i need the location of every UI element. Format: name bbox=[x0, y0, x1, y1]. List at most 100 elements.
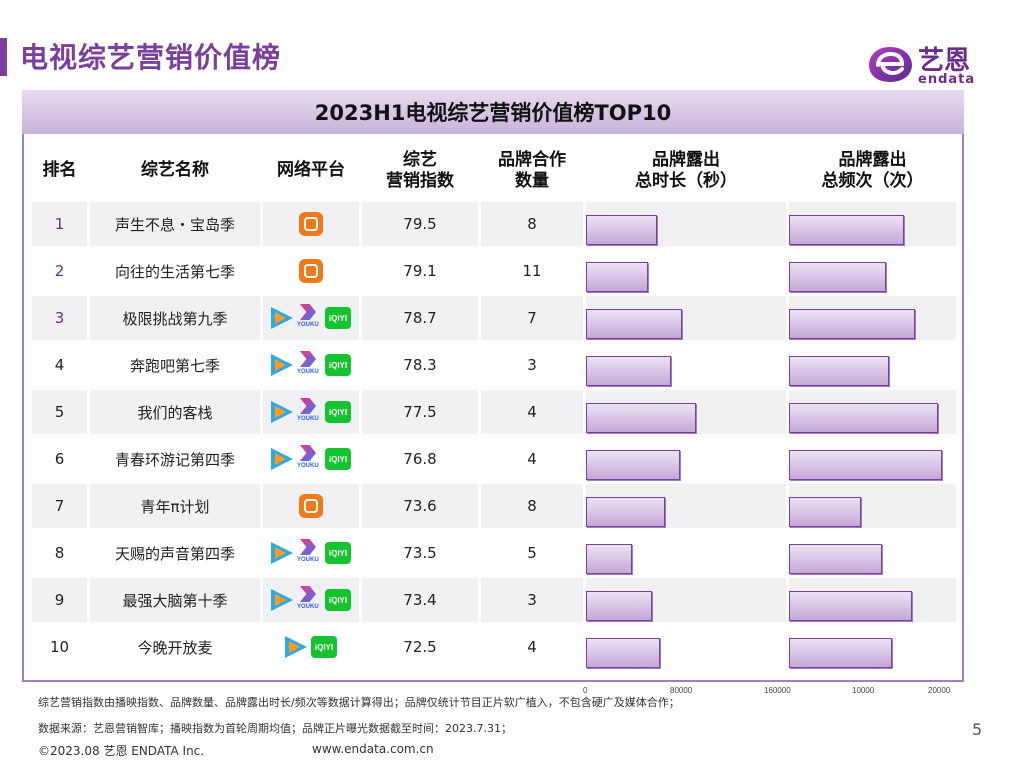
column-divider bbox=[583, 202, 586, 246]
duration-bar bbox=[586, 309, 682, 339]
platform-icons: YOUKU iQIYI bbox=[271, 304, 351, 332]
column-divider bbox=[87, 625, 90, 669]
platform-cell bbox=[263, 249, 359, 293]
show-name-cell: 青年π计划 bbox=[140, 497, 210, 516]
column-divider bbox=[87, 531, 90, 575]
youku-chevron-icon bbox=[300, 539, 316, 555]
header-exposure-frequency: 品牌露出 总频次（次） bbox=[821, 149, 924, 191]
youku-chevron-icon bbox=[300, 586, 316, 602]
column-divider bbox=[478, 437, 481, 481]
rank-cell: 9 bbox=[54, 591, 65, 609]
mango-tv-icon bbox=[299, 212, 323, 236]
header-brand-count: 品牌合作 数量 bbox=[498, 149, 566, 191]
frequency-bar bbox=[789, 262, 886, 292]
show-name-cell: 极限挑战第九季 bbox=[122, 309, 228, 328]
column-divider bbox=[786, 578, 789, 622]
column-divider bbox=[359, 578, 362, 622]
platform-icons: YOUKU iQIYI bbox=[271, 586, 351, 614]
column-divider bbox=[583, 484, 586, 528]
iqiyi-icon: iQIYI bbox=[325, 401, 351, 423]
brand-count-cell: 4 bbox=[527, 450, 537, 468]
duration-bar bbox=[586, 403, 696, 433]
youku-icon: YOUKU bbox=[297, 445, 321, 473]
platform-icons: YOUKU iQIYI bbox=[271, 445, 351, 473]
column-divider bbox=[583, 531, 586, 575]
column-divider bbox=[583, 578, 586, 622]
duration-bar bbox=[586, 497, 665, 527]
column-divider bbox=[359, 437, 362, 481]
ranking-table-frame bbox=[22, 90, 964, 682]
iqiyi-icon: iQIYI bbox=[311, 636, 337, 658]
youku-icon: YOUKU bbox=[297, 586, 321, 614]
youku-label: YOUKU bbox=[297, 463, 319, 469]
column-divider bbox=[786, 343, 789, 387]
header-show-name: 综艺名称 bbox=[141, 160, 209, 181]
footnote-methodology: 综艺营销指数由播映指数、品牌数量、品牌露出时长/频次等数据计算得出；品牌仅统计节… bbox=[38, 696, 680, 709]
column-divider bbox=[87, 296, 90, 340]
rank-cell: 1 bbox=[54, 215, 65, 233]
marketing-index-cell: 79.1 bbox=[403, 262, 437, 280]
platform-cell bbox=[263, 202, 359, 246]
column-divider bbox=[87, 578, 90, 622]
column-divider bbox=[260, 390, 263, 434]
marketing-index-cell: 79.5 bbox=[403, 215, 437, 233]
platform-cell: YOUKU iQIYI bbox=[263, 578, 359, 622]
brand-count-cell: 4 bbox=[527, 403, 537, 421]
rank-cell: 7 bbox=[54, 497, 65, 515]
title-accent-bar bbox=[0, 38, 7, 76]
column-divider bbox=[359, 202, 362, 246]
show-name-cell: 向往的生活第七季 bbox=[114, 262, 235, 281]
youku-icon: YOUKU bbox=[297, 304, 321, 332]
duration-axis-tick: 0 bbox=[583, 686, 588, 695]
page-number: 5 bbox=[972, 720, 983, 739]
column-divider bbox=[359, 625, 362, 669]
iqiyi-icon: iQIYI bbox=[325, 307, 351, 329]
rank-cell: 3 bbox=[54, 309, 65, 327]
brand-count-cell: 11 bbox=[522, 262, 542, 280]
iqiyi-icon: iQIYI bbox=[325, 542, 351, 564]
logo-english-text: endata bbox=[918, 72, 976, 87]
platform-cell: YOUKU iQIYI bbox=[263, 531, 359, 575]
youku-label: YOUKU bbox=[297, 604, 319, 610]
platform-cell: YOUKU iQIYI bbox=[263, 343, 359, 387]
youku-chevron-icon bbox=[300, 351, 316, 367]
show-name-cell: 奔跑吧第七季 bbox=[129, 356, 220, 375]
frequency-bar bbox=[789, 215, 904, 245]
rank-cell: 4 bbox=[54, 356, 65, 374]
column-divider bbox=[478, 578, 481, 622]
platform-icons: YOUKU iQIYI bbox=[271, 539, 351, 567]
footnote-source: 数据来源：艺恩营销智库；播映指数为首轮周期均值；品牌正片曝光数据截至时间：202… bbox=[38, 722, 512, 735]
website-link[interactable]: www.endata.com.cn bbox=[312, 742, 434, 756]
column-divider bbox=[478, 249, 481, 293]
tencent-video-icon bbox=[271, 307, 293, 329]
iqiyi-icon: iQIYI bbox=[325, 589, 351, 611]
column-divider bbox=[260, 437, 263, 481]
marketing-index-cell: 78.3 bbox=[403, 356, 437, 374]
column-divider bbox=[583, 296, 586, 340]
column-divider bbox=[260, 249, 263, 293]
duration-bar bbox=[586, 215, 657, 245]
frequency-bar bbox=[789, 544, 882, 574]
show-name-cell: 最强大脑第十季 bbox=[122, 591, 228, 610]
mango-tv-icon bbox=[299, 494, 323, 518]
marketing-index-cell: 77.5 bbox=[403, 403, 437, 421]
rank-cell: 2 bbox=[54, 262, 65, 280]
column-divider bbox=[87, 484, 90, 528]
column-divider bbox=[87, 249, 90, 293]
table-row: 4 奔跑吧第七季 YOUKU iQIYI 78.3 3 bbox=[32, 343, 956, 387]
tencent-video-icon bbox=[271, 354, 293, 376]
show-name-cell: 青春环游记第四季 bbox=[114, 450, 235, 469]
table-row: 2 向往的生活第七季 79.1 11 bbox=[32, 249, 956, 293]
header-platform: 网络平台 bbox=[277, 160, 345, 181]
column-divider bbox=[583, 249, 586, 293]
youku-chevron-icon bbox=[300, 304, 316, 320]
column-divider bbox=[583, 343, 586, 387]
youku-label: YOUKU bbox=[297, 416, 319, 422]
column-divider bbox=[260, 531, 263, 575]
column-divider bbox=[478, 390, 481, 434]
brand-count-cell: 5 bbox=[527, 544, 537, 562]
rank-cell: 6 bbox=[54, 450, 65, 468]
youku-icon: YOUKU bbox=[297, 351, 321, 379]
column-divider bbox=[359, 249, 362, 293]
tencent-video-icon bbox=[271, 542, 293, 564]
